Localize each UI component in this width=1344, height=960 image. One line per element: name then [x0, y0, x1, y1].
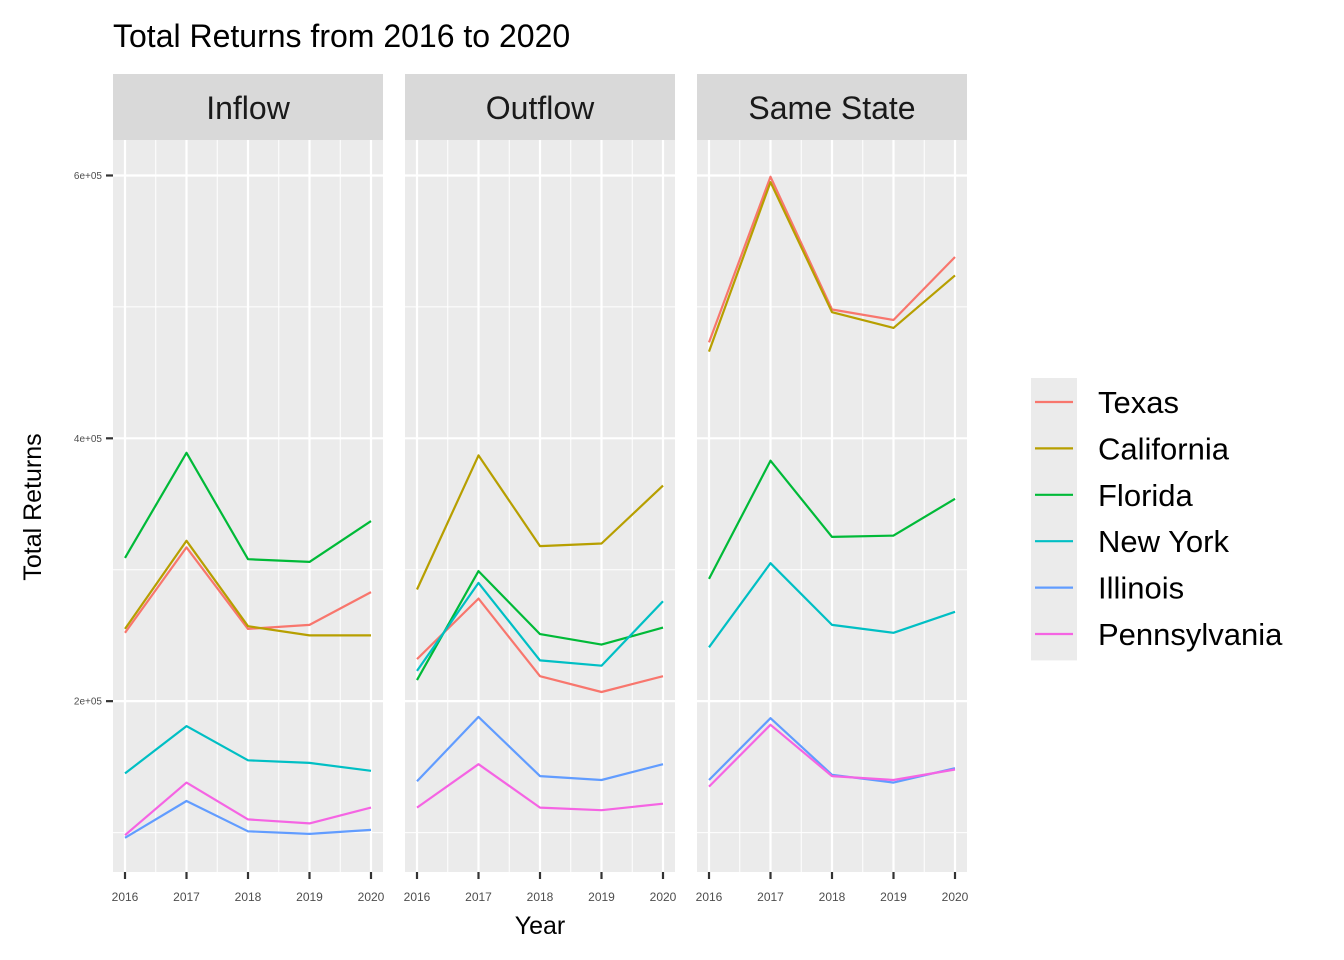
- legend-label: Pennsylvania: [1098, 617, 1283, 652]
- x-tick-label: 2020: [358, 890, 385, 904]
- legend-label: California: [1098, 431, 1230, 466]
- strip-background: [113, 74, 383, 140]
- panel-inflow: Inflow 2016 2017 2018 2019 2020: [112, 74, 385, 904]
- series-line-illinois: [124, 799, 372, 839]
- strip-label: Same State: [748, 90, 915, 126]
- series-line-florida: [416, 569, 664, 681]
- legend-item-new-york: New York: [1035, 524, 1229, 559]
- legend-key-background: [1031, 378, 1077, 661]
- series-line-texas: [416, 597, 664, 694]
- y-axis-title: Total Returns: [19, 433, 47, 580]
- x-tick-label: 2018: [235, 890, 262, 904]
- series-line-california: [707, 181, 956, 352]
- y-tick-label: 4e+05: [74, 434, 103, 445]
- legend: Texas California Florida New York Illinois Pe…: [1031, 378, 1283, 661]
- strip-background: [697, 74, 967, 140]
- series-line-new-york: [708, 562, 956, 648]
- x-tick-label: 2018: [819, 890, 846, 904]
- x-tick-label: 2019: [880, 890, 907, 904]
- strip-label: Outflow: [486, 90, 595, 126]
- series-line-texas: [707, 175, 956, 343]
- x-tick-label: 2017: [173, 890, 200, 904]
- series-line-pennsylvania: [124, 781, 372, 837]
- panels: Inflow 2016 2017 2018 2019 2020 Outflow 2016 201…: [112, 74, 969, 904]
- x-tick-label: 2016: [112, 890, 139, 904]
- x-tick-label: 2019: [588, 890, 615, 904]
- series-line-florida: [124, 451, 372, 564]
- series-line-texas: [124, 546, 372, 634]
- strip-background: [405, 74, 675, 140]
- series-line-california: [416, 454, 664, 590]
- series-line-new-york: [124, 724, 372, 775]
- x-tick-label: 2017: [465, 890, 492, 904]
- legend-label: Texas: [1098, 385, 1179, 420]
- strip-label: Inflow: [206, 90, 290, 126]
- legend-item-illinois: Illinois: [1035, 571, 1184, 606]
- legend-item-florida: Florida: [1035, 478, 1194, 513]
- legend-label: New York: [1098, 524, 1229, 559]
- y-tick-label: 6e+05: [74, 171, 103, 182]
- panel-same-state: Same State 2016 2017 2018 2019 2020: [696, 74, 969, 904]
- series-line-pennsylvania: [708, 723, 956, 788]
- x-tick-label: 2019: [296, 890, 323, 904]
- x-tick-label: 2018: [527, 890, 554, 904]
- legend-item-pennsylvania: Pennsylvania: [1035, 617, 1283, 652]
- x-axis-title: Year: [515, 912, 566, 940]
- series-line-pennsylvania: [416, 763, 664, 812]
- panel-outflow: Outflow 2016 2017 2018 2019 2020: [404, 74, 677, 904]
- series-line-illinois: [416, 715, 664, 783]
- x-tick-label: 2020: [942, 890, 969, 904]
- x-tick-label: 2017: [757, 890, 784, 904]
- series-line-new-york: [416, 581, 664, 672]
- series-line-florida: [708, 459, 956, 580]
- x-tick-label: 2016: [696, 890, 723, 904]
- y-axis: 2e+05 4e+05 6e+05: [74, 171, 113, 708]
- x-tick-label: 2016: [404, 890, 431, 904]
- x-tick-label: 2020: [650, 890, 677, 904]
- y-tick-label: 2e+05: [74, 697, 103, 708]
- chart-title: Total Returns from 2016 to 2020: [113, 18, 570, 54]
- legend-item-texas: Texas: [1035, 385, 1179, 420]
- legend-label: Florida: [1098, 478, 1194, 513]
- legend-label: Illinois: [1098, 571, 1184, 606]
- legend-item-california: California: [1035, 431, 1230, 466]
- series-line-california: [124, 539, 371, 637]
